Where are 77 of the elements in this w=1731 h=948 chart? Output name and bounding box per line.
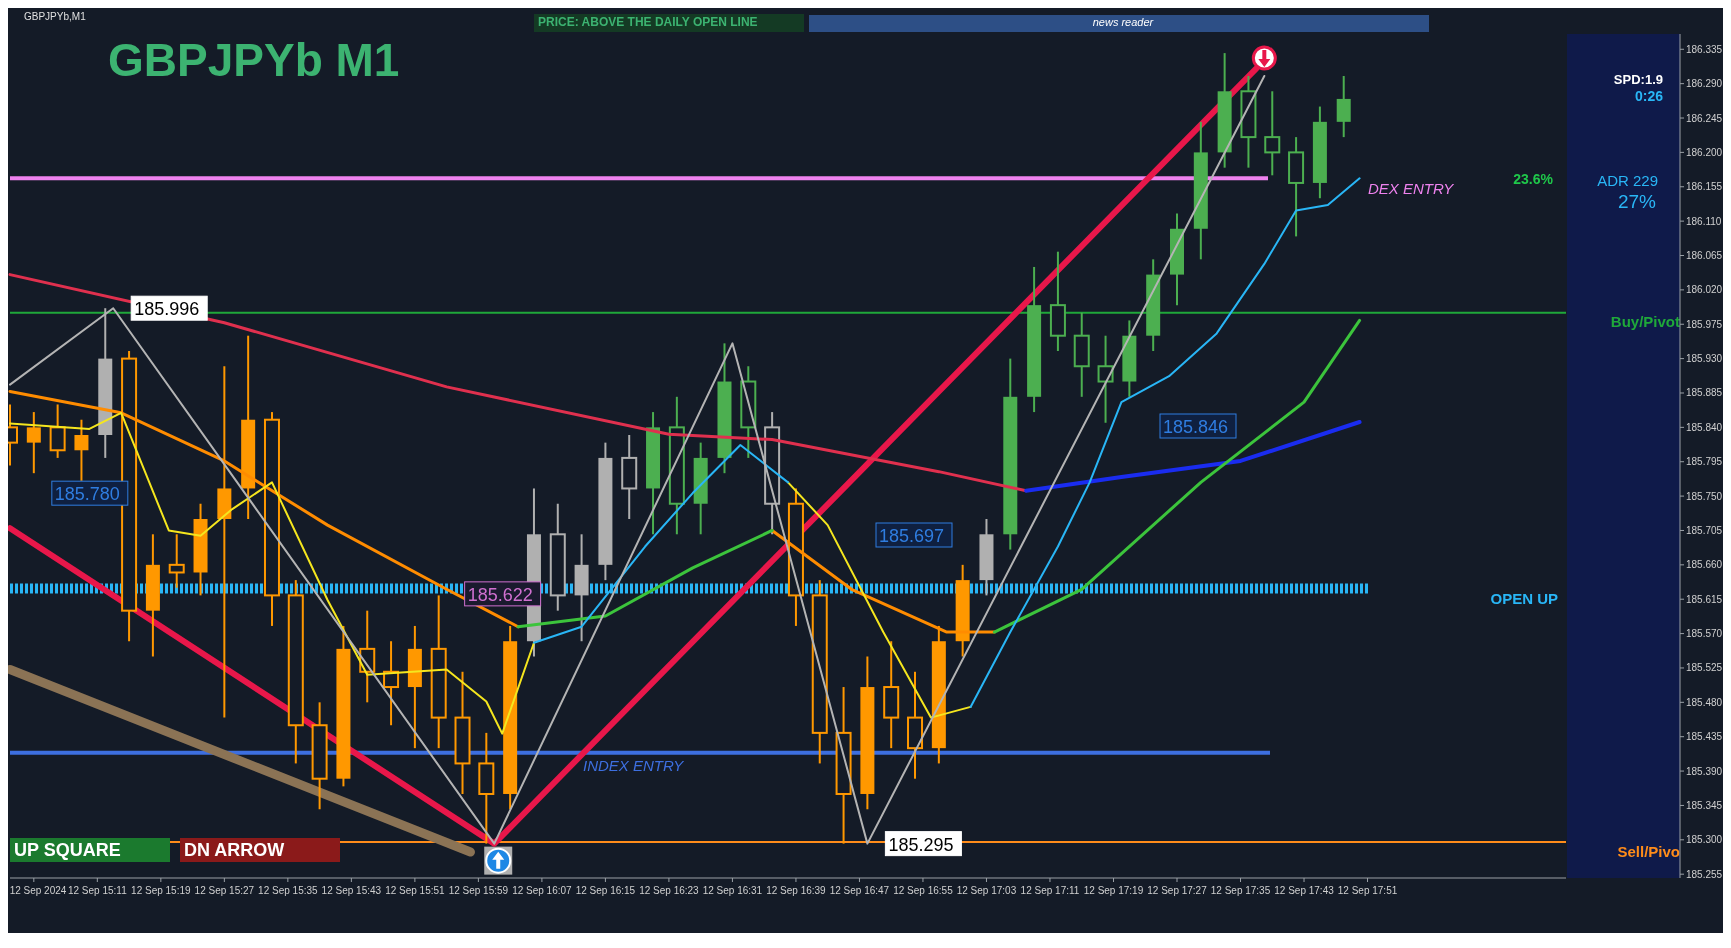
annotation: 185.622 (467, 584, 533, 605)
y-tick-label: 185.255 (1686, 868, 1723, 880)
x-tick-label: 12 Sep 17:27 (1147, 885, 1208, 896)
x-tick-label: 12 Sep 16:23 (639, 885, 700, 896)
y-tick-label: 185.975 (1686, 318, 1723, 330)
line-series (1024, 420, 1362, 493)
y-tick-label: 185.525 (1686, 662, 1723, 674)
text: 27% (1617, 191, 1657, 212)
x-tick-label: 12 Sep 16:31 (702, 885, 763, 896)
y-tick-label: 186.290 (1686, 78, 1723, 90)
annotation: 185.295 (888, 834, 954, 855)
x-tick-label: 12 Sep 16:15 (575, 885, 636, 896)
x-tick-label: 12 Sep 17:19 (1083, 885, 1144, 896)
y-tick-label: 185.480 (1686, 696, 1723, 708)
y-tick-label: 185.345 (1686, 799, 1723, 811)
ref-line-label: Buy/Pivot (1610, 312, 1680, 330)
y-tick-label: 185.390 (1686, 765, 1723, 777)
x-tick-label: 12 Sep 16:55 (893, 885, 954, 896)
annotation: 185.846 (1163, 417, 1229, 437)
y-tick-label: 185.840 (1686, 421, 1723, 433)
x-tick-label: 12 Sep 17:03 (956, 885, 1017, 896)
y-tick-label: 186.155 (1686, 181, 1723, 193)
y-tick-label: 186.335 (1686, 43, 1723, 55)
x-tick-label: 12 Sep 17:51 (1337, 885, 1398, 896)
y-tick-label: 186.020 (1686, 284, 1723, 296)
annotation: 185.780 (54, 484, 120, 505)
y-tick-label: 185.930 (1686, 353, 1723, 365)
ref-line-label: Sell/Pivo (1617, 843, 1680, 861)
candlestick (1336, 75, 1351, 139)
text: PRICE: ABOVE THE DAILY OPEN LINE (538, 15, 758, 29)
y-tick-label: 186.110 (1686, 215, 1722, 227)
annotation: 23.6% (1513, 171, 1554, 187)
y-tick-label: 185.615 (1686, 593, 1723, 605)
chart-title: GBPJPYb M1 (108, 34, 400, 86)
ref-line-label: OPEN UP (1490, 589, 1558, 607)
x-tick-label: 12 Sep 17:11 (1020, 885, 1080, 896)
y-tick-label: 186.065 (1686, 250, 1723, 261)
y-tick-label: 185.660 (1686, 559, 1723, 571)
candlestick (1264, 90, 1281, 177)
x-tick-label: 12 Sep 17:35 (1210, 885, 1271, 896)
candlestick (1097, 334, 1114, 424)
annotation: DN ARROW (184, 840, 285, 860)
text: 0:26 (1634, 88, 1664, 104)
x-tick-label: 12 Sep 16:39 (766, 885, 827, 896)
candlestick (49, 403, 66, 459)
annotation: 185.697 (879, 526, 945, 546)
text: ADR 229 (1597, 172, 1658, 189)
x-tick-label: 12 Sep 16:47 (829, 885, 890, 896)
candlestick (26, 411, 41, 475)
y-tick-label: 186.200 (1686, 146, 1723, 158)
x-tick-label: 12 Sep 2024 (9, 885, 67, 896)
x-tick-label: 12 Sep 15:43 (321, 885, 382, 896)
text: GBPJPYb,M1 (24, 11, 87, 22)
x-tick-label: 12 Sep 15:35 (258, 885, 319, 896)
x-tick-label: 12 Sep 15:11 (67, 885, 128, 896)
annotation: UP SQUARE (14, 840, 121, 860)
candlestick (168, 533, 185, 589)
ref-line-label: INDEX ENTRY (583, 756, 685, 774)
x-tick-label: 12 Sep 15:27 (194, 885, 255, 896)
y-tick-label: 186.245 (1686, 112, 1723, 124)
y-tick-label: 185.795 (1686, 456, 1723, 468)
y-tick-label: 185.705 (1686, 524, 1723, 536)
text: SPD:1.9 (1613, 72, 1663, 87)
y-tick-label: 185.750 (1686, 490, 1723, 502)
ref-line-label: DEX ENTRY (1368, 180, 1455, 198)
annotation: 185.996 (134, 299, 200, 320)
x-tick-label: 12 Sep 15:59 (448, 885, 509, 896)
x-tick-label: 12 Sep 15:51 (385, 885, 446, 896)
x-tick-label: 12 Sep 15:19 (131, 885, 192, 896)
y-tick-label: 185.570 (1686, 628, 1723, 640)
y-tick-label: 185.885 (1686, 387, 1723, 399)
candlestick (74, 418, 89, 482)
x-tick-label: 12 Sep 17:43 (1274, 885, 1335, 896)
y-tick-label: 185.300 (1686, 834, 1723, 846)
text: news reader (1092, 16, 1155, 28)
y-tick-label: 185.435 (1686, 731, 1723, 743)
x-tick-label: 12 Sep 16:07 (512, 885, 573, 896)
